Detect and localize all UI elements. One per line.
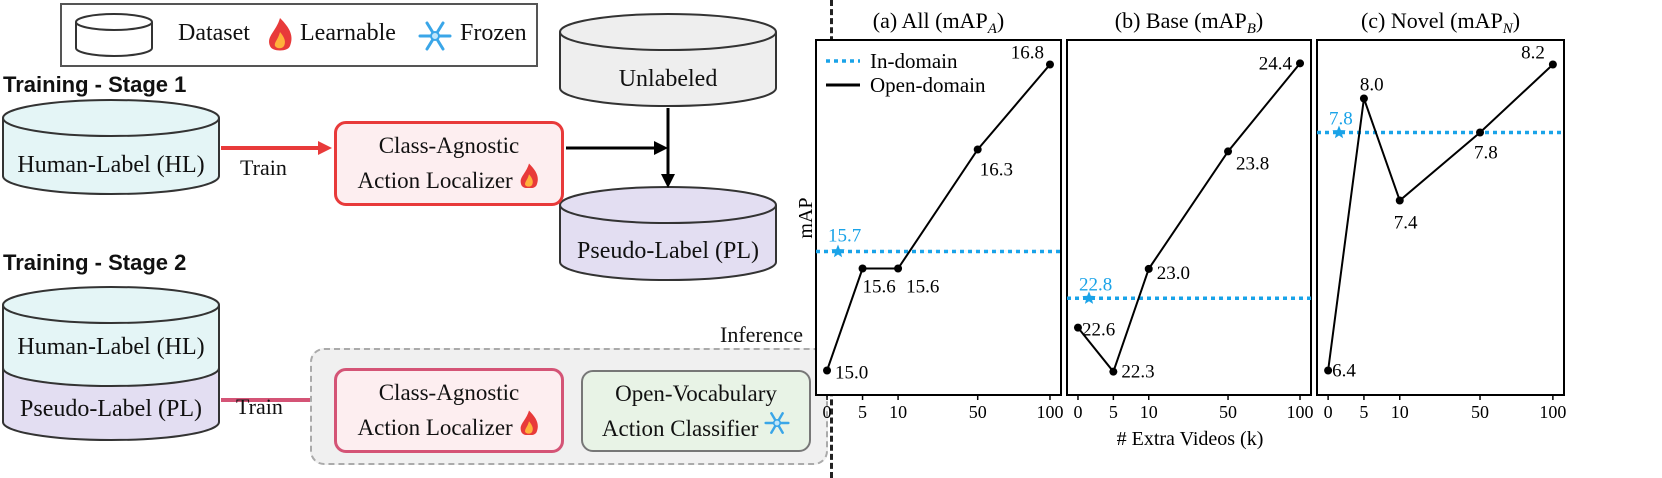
snowflake-icon xyxy=(764,412,790,434)
chart-title-2: (c) Novel (mAPN) xyxy=(1361,8,1520,37)
data-label-1-2: 23.0 xyxy=(1157,263,1190,284)
chart-title-1: (b) Base (mAPB) xyxy=(1115,8,1263,37)
data-point-2-2 xyxy=(1395,196,1404,205)
snowflake-legend-icon xyxy=(418,21,452,51)
x-tick-label-0-2: 10 xyxy=(889,402,907,422)
x-tick-label-0-0: 0 xyxy=(823,402,832,422)
in-domain-label-2: 7.8 xyxy=(1329,109,1353,130)
x-tick-label-1-0: 0 xyxy=(1073,402,1082,422)
x-tick-label-2-2: 10 xyxy=(1391,402,1409,422)
localizer-box-stage1: Class-Agnostic Action Localizer xyxy=(334,121,564,206)
data-label-1-0: 22.6 xyxy=(1082,320,1115,341)
localizer-box-stage2: Class-Agnostic Action Localizer xyxy=(334,368,564,453)
diagram-canvas xyxy=(1,13,777,441)
stage1-hl-label: Human-Label (HL) xyxy=(17,152,205,178)
localizer2-line1: Class-Agnostic xyxy=(378,380,520,405)
flame-legend-icon xyxy=(269,18,292,51)
x-tick-label-1-4: 100 xyxy=(1287,402,1314,422)
x-tick-label-0-4: 100 xyxy=(1036,402,1063,422)
hl-cylinder-stage1 xyxy=(1,99,220,195)
data-point-1-3 xyxy=(1224,147,1233,156)
x-tick-label-0-1: 5 xyxy=(858,402,867,422)
legend-frozen-label: Frozen xyxy=(460,20,527,46)
data-label-1-1: 22.3 xyxy=(1121,362,1154,383)
legend-learnable-label: Learnable xyxy=(300,20,396,46)
stage2-hl-label: Human-Label (HL) xyxy=(17,334,205,360)
legend-open-domain-label: Open-domain xyxy=(870,73,986,97)
flame-icon xyxy=(521,163,539,188)
classifier-line1: Open-Vocabulary xyxy=(615,381,777,406)
stage1-title: Training - Stage 1 xyxy=(3,72,187,97)
inference-label: Inference xyxy=(720,322,804,347)
x-tick-label-2-1: 5 xyxy=(1359,402,1368,422)
data-label-0-0: 15.0 xyxy=(835,363,868,384)
data-point-1-4 xyxy=(1296,59,1305,68)
dataset-legend-icon xyxy=(75,13,153,57)
data-point-0-0 xyxy=(823,366,832,375)
hl-pl-stacked-cylinder xyxy=(1,286,220,441)
data-label-1-4: 24.4 xyxy=(1259,53,1293,74)
x-tick-label-2-3: 50 xyxy=(1471,402,1489,422)
stage2-title: Training - Stage 2 xyxy=(3,250,187,275)
data-label-1-3: 23.8 xyxy=(1236,153,1269,174)
localizer-line2: Action Localizer xyxy=(357,168,513,193)
data-label-0-4: 16.8 xyxy=(1011,43,1044,64)
legend-dataset-label: Dataset xyxy=(178,20,250,46)
flame-icon xyxy=(521,410,539,435)
data-point-2-1 xyxy=(1359,94,1368,103)
in-domain-marker-0 xyxy=(831,244,845,258)
in-domain-label-0: 15.7 xyxy=(828,226,861,247)
x-tick-label-1-2: 10 xyxy=(1140,402,1158,422)
data-label-2-2: 7.4 xyxy=(1394,213,1418,234)
data-point-0-2 xyxy=(894,264,903,273)
stage1-train-label: Train xyxy=(240,155,287,180)
legend-in-domain-label: In-domain xyxy=(870,49,958,73)
localizer2-line2: Action Localizer xyxy=(357,415,513,440)
x-tick-label-1-3: 50 xyxy=(1219,402,1237,422)
x-tick-label-1-1: 5 xyxy=(1109,402,1118,422)
classifier-line2: Action Classifier xyxy=(601,416,759,441)
data-label-2-4: 8.2 xyxy=(1521,43,1545,64)
stage2-pl-label: Pseudo-Label (PL) xyxy=(20,396,202,422)
x-tick-label-2-0: 0 xyxy=(1324,402,1333,422)
data-point-1-0 xyxy=(1073,323,1082,332)
chart-title-0: (a) All (mAPA) xyxy=(873,8,1004,37)
data-label-0-3: 16.3 xyxy=(980,160,1013,181)
data-point-0-4 xyxy=(1045,60,1054,69)
classifier-box: Open-Vocabulary Action Classifier xyxy=(581,370,811,452)
data-label-2-3: 7.8 xyxy=(1474,143,1498,164)
x-axis-label: # Extra Videos (k) xyxy=(1117,428,1264,450)
x-tick-label-2-4: 100 xyxy=(1539,402,1566,422)
data-point-2-4 xyxy=(1548,60,1557,69)
data-label-0-1: 15.6 xyxy=(863,277,896,298)
data-label-2-1: 8.0 xyxy=(1360,75,1384,96)
in-domain-marker-2 xyxy=(1332,125,1346,139)
unlabeled-label: Unlabeled xyxy=(618,66,718,92)
localizer-line1: Class-Agnostic xyxy=(378,133,520,158)
in-domain-label-1: 22.8 xyxy=(1079,274,1112,295)
chart-frame-2 xyxy=(1316,39,1565,396)
stage1-pl-label: Pseudo-Label (PL) xyxy=(577,238,759,264)
unlabeled-cylinder xyxy=(559,13,777,107)
data-point-0-3 xyxy=(973,145,982,154)
data-point-1-2 xyxy=(1144,264,1153,273)
x-tick-label-0-3: 50 xyxy=(969,402,987,422)
in-domain-marker-1 xyxy=(1082,291,1096,304)
stage2-train-label: Train xyxy=(236,394,283,419)
data-point-1-1 xyxy=(1109,367,1118,376)
data-point-2-0 xyxy=(1324,366,1333,375)
y-axis-label: mAP xyxy=(795,197,817,238)
data-label-2-0: 6.4 xyxy=(1332,361,1356,382)
data-point-0-1 xyxy=(858,264,867,273)
data-label-0-2: 15.6 xyxy=(906,277,939,298)
pl-cylinder-stage1 xyxy=(559,186,777,281)
data-point-2-3 xyxy=(1476,128,1485,137)
